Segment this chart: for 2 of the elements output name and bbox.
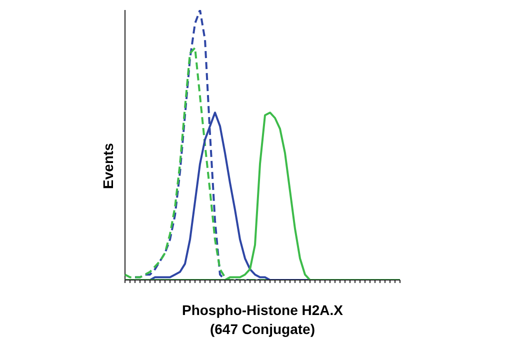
y-axis-title: Events — [100, 142, 116, 191]
x-axis-title: Phospho-Histone H2A.X (647 Conjugate) — [180, 301, 344, 339]
